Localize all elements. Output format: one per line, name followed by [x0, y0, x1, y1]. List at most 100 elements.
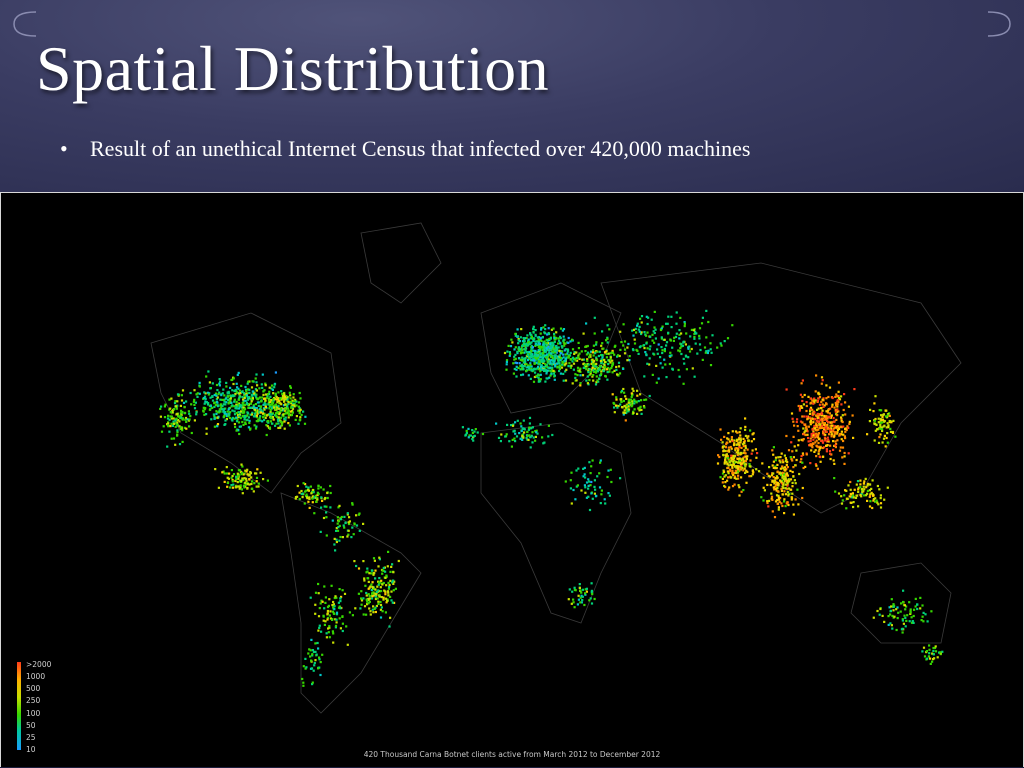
census-dot	[332, 603, 335, 606]
census-dot	[297, 401, 301, 404]
census-dot	[383, 589, 386, 592]
census-dot	[888, 414, 891, 417]
census-dot	[796, 488, 799, 491]
census-dot	[326, 609, 329, 613]
census-dot	[595, 381, 598, 384]
census-dot	[568, 362, 571, 365]
census-dot	[285, 395, 288, 398]
census-dot	[623, 340, 627, 343]
census-dot	[739, 437, 742, 440]
census-dot	[827, 415, 830, 418]
census-dot	[803, 393, 806, 397]
census-dot	[689, 335, 692, 338]
census-dot	[236, 373, 239, 376]
census-dot	[792, 420, 795, 423]
census-dot	[817, 392, 820, 395]
census-dot	[388, 585, 391, 588]
census-dot	[244, 385, 247, 389]
census-dot	[631, 387, 634, 390]
census-dot	[640, 399, 643, 402]
census-dot	[530, 347, 533, 350]
census-dot	[830, 414, 833, 417]
census-dot	[739, 451, 742, 454]
census-dot	[353, 523, 356, 526]
census-dot	[830, 433, 833, 436]
census-dot	[248, 473, 251, 476]
census-dot	[339, 597, 342, 600]
census-dot	[280, 423, 284, 426]
census-dot	[277, 391, 280, 394]
census-dot	[236, 403, 239, 406]
census-dot	[744, 463, 747, 466]
census-dot	[817, 452, 820, 455]
census-dot	[834, 425, 837, 428]
census-dot	[780, 502, 783, 505]
census-dot	[829, 421, 832, 424]
census-dot	[809, 462, 812, 465]
census-dot	[526, 438, 529, 441]
census-dot	[244, 421, 247, 424]
census-dot	[894, 435, 897, 438]
census-dot	[329, 484, 332, 488]
census-dot	[516, 328, 519, 331]
census-dot	[382, 596, 385, 599]
census-dot	[548, 346, 551, 349]
census-dot	[828, 433, 831, 436]
census-dot	[205, 401, 208, 404]
census-dot	[783, 512, 786, 515]
census-dot	[638, 325, 641, 328]
census-dot	[270, 400, 273, 403]
census-dot	[617, 365, 621, 368]
census-dot	[783, 490, 786, 493]
census-dot	[546, 339, 549, 342]
census-dot	[631, 400, 634, 403]
census-dot	[549, 359, 552, 362]
census-dot	[696, 352, 699, 355]
census-dot	[874, 395, 877, 398]
census-dot	[820, 411, 823, 414]
census-dot	[596, 350, 599, 353]
census-dot	[374, 593, 377, 596]
census-dot	[600, 362, 603, 365]
census-dot	[302, 482, 305, 485]
census-dot	[241, 411, 244, 414]
census-dot	[825, 410, 828, 413]
census-dot	[534, 435, 537, 438]
census-dot	[653, 310, 656, 313]
census-dot	[554, 351, 557, 354]
census-dot	[762, 476, 765, 479]
census-dot	[726, 462, 729, 465]
census-dot	[611, 359, 614, 362]
census-dot	[749, 429, 752, 432]
census-dot	[632, 328, 636, 331]
census-dot	[335, 618, 338, 621]
census-dot	[588, 461, 591, 464]
census-dot	[531, 441, 534, 444]
census-dot	[213, 417, 216, 420]
census-dot	[277, 422, 280, 425]
census-dot	[857, 505, 860, 508]
census-dot	[242, 398, 245, 401]
census-dot	[913, 608, 916, 611]
census-dot	[822, 433, 825, 436]
census-dot	[558, 357, 561, 360]
census-dot	[324, 601, 327, 604]
census-dot	[219, 403, 222, 406]
census-dot	[589, 370, 592, 373]
census-dot	[240, 473, 244, 476]
census-dot	[603, 498, 606, 501]
census-dot	[809, 406, 813, 409]
census-dot	[270, 403, 274, 406]
census-dot	[849, 495, 852, 498]
census-dot	[225, 415, 228, 418]
census-dot	[193, 389, 196, 392]
census-dot	[515, 435, 519, 438]
census-dot	[337, 520, 341, 523]
census-dot	[734, 461, 737, 464]
census-dot	[261, 386, 264, 389]
census-dot	[818, 423, 822, 426]
census-dot	[322, 516, 326, 520]
census-dot	[790, 412, 794, 415]
census-dot	[203, 391, 206, 394]
census-dot	[889, 613, 892, 616]
